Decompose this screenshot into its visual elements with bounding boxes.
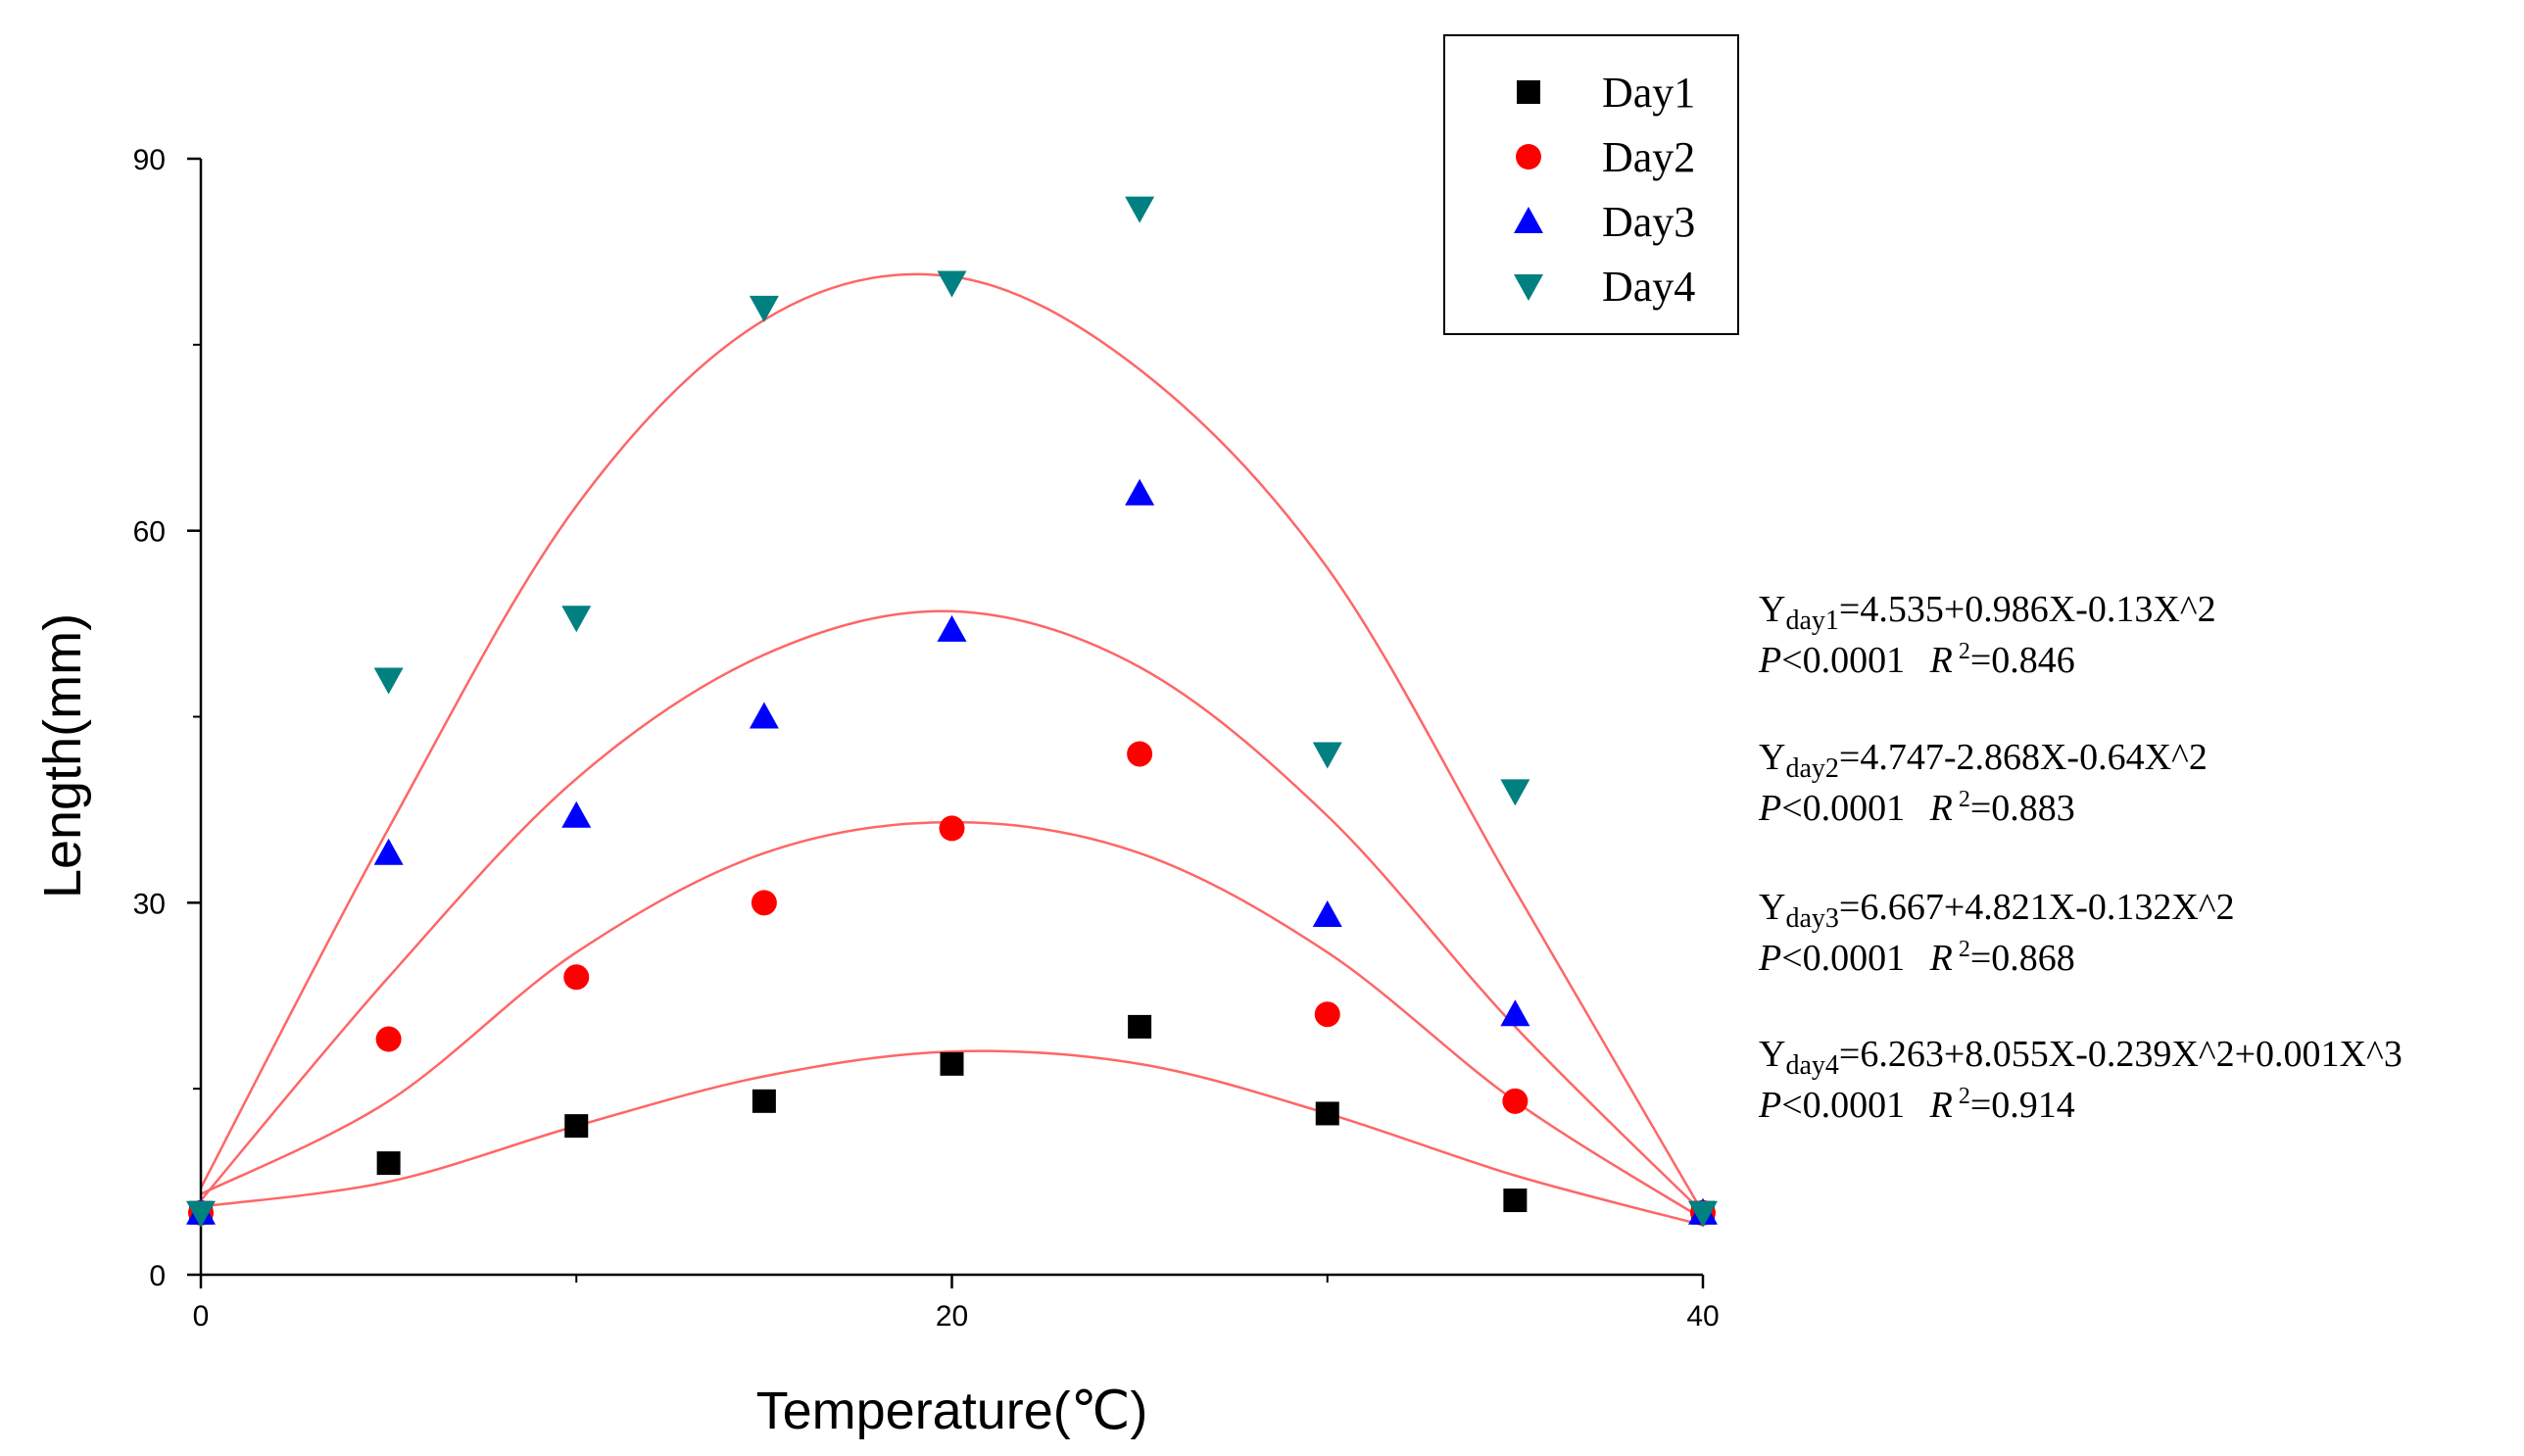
data-point-day2 (751, 890, 777, 916)
series-day2 (188, 741, 1716, 1226)
data-point-day4 (186, 1200, 216, 1228)
legend-marker-day4 (1514, 274, 1543, 301)
data-point-day4 (749, 295, 779, 322)
legend-marker-day2 (1516, 144, 1541, 170)
data-point-day1 (564, 1114, 589, 1139)
x-axis-title: Temperature(℃) (756, 1382, 1148, 1440)
y-axis-title: Length(mm) (33, 613, 92, 898)
legend-label: Day1 (1602, 69, 1695, 117)
data-point-day3 (1125, 478, 1155, 506)
data-point-day3 (373, 838, 404, 865)
data-point-day2 (1314, 1001, 1340, 1028)
equation-annotations: Yday1=4.535+0.986X-0.13X^2P<0.0001 R 2=0.… (1758, 589, 2403, 1126)
legend-marker-day3 (1514, 207, 1543, 233)
data-point-day2 (375, 1026, 402, 1052)
equation-line: Yday3=6.667+4.821X-0.132X^2 (1759, 887, 2235, 934)
axes: 0 20 40 0 30 60 90 Temperature(℃) Length(mm) (33, 144, 1720, 1440)
data-point-day4 (1688, 1200, 1718, 1228)
data-point-day4 (373, 667, 404, 695)
legend: Day1 Day2 Day3 Day4 (1443, 34, 1739, 335)
legend-label: Day4 (1602, 263, 1695, 311)
legend-label: Day2 (1602, 133, 1695, 181)
data-point-day1 (1128, 1014, 1152, 1039)
stats-line: P<0.0001 R 2=0.868 (1758, 937, 2075, 979)
equation-block: Yday4=6.263+8.055X-0.239X^2+0.001X^3P<0.… (1758, 1034, 2403, 1126)
data-point-day1 (1503, 1189, 1528, 1213)
data-point-day2 (939, 815, 965, 842)
x-tick-label: 40 (1686, 1300, 1719, 1333)
data-point-day4 (1500, 779, 1530, 806)
fit-curves (199, 272, 1705, 1227)
x-tick-label: 0 (193, 1300, 210, 1333)
stats-line: P<0.0001 R 2=0.914 (1758, 1084, 2075, 1126)
data-point-day1 (1315, 1101, 1339, 1126)
equation-block: Yday1=4.535+0.986X-0.13X^2P<0.0001 R 2=0.… (1758, 589, 2216, 681)
data-point-day2 (563, 964, 590, 991)
legend-marker-day1 (1517, 80, 1540, 104)
fit-curve-day3 (200, 609, 1704, 1214)
equation-block: Yday3=6.667+4.821X-0.132X^2P<0.0001 R 2=0… (1758, 887, 2235, 979)
fit-curve-day1 (200, 1049, 1704, 1227)
data-point-day4 (1125, 196, 1155, 223)
data-point-day1 (376, 1151, 401, 1176)
equation-block: Yday2=4.747-2.868X-0.64X^2P<0.0001 R 2=0.… (1758, 737, 2208, 829)
y-tick-label: 0 (149, 1260, 166, 1292)
data-point-day4 (1312, 742, 1342, 769)
stats-line: P<0.0001 R 2=0.883 (1758, 787, 2075, 829)
equation-line: Yday4=6.263+8.055X-0.239X^2+0.001X^3 (1759, 1034, 2403, 1081)
data-point-day3 (561, 801, 592, 828)
fit-curve-day2 (200, 820, 1704, 1221)
y-tick-label: 90 (133, 144, 166, 176)
data-point-day3 (1312, 899, 1342, 927)
equation-line: Yday1=4.535+0.986X-0.13X^2 (1759, 589, 2216, 636)
y-tick-label: 30 (133, 888, 166, 920)
data-point-day1 (752, 1089, 776, 1113)
data-point-day3 (937, 614, 967, 642)
x-tick-label: 20 (936, 1300, 968, 1333)
data-point-day3 (749, 702, 779, 729)
data-point-day2 (1502, 1088, 1529, 1114)
series-day3 (186, 478, 1718, 1225)
data-point-day2 (1127, 741, 1153, 767)
equation-line: Yday2=4.747-2.868X-0.64X^2 (1759, 737, 2208, 784)
series-day4 (186, 196, 1718, 1228)
series-day1 (189, 1014, 1715, 1225)
data-point-day1 (940, 1051, 964, 1076)
stats-line: P<0.0001 R 2=0.846 (1758, 639, 2075, 681)
data-points (186, 196, 1718, 1228)
y-tick-label: 60 (133, 516, 166, 549)
data-point-day3 (1500, 999, 1530, 1027)
legend-box (1443, 34, 1739, 335)
legend-label: Day3 (1602, 198, 1695, 246)
data-point-day4 (937, 270, 967, 298)
data-point-day4 (561, 606, 592, 633)
